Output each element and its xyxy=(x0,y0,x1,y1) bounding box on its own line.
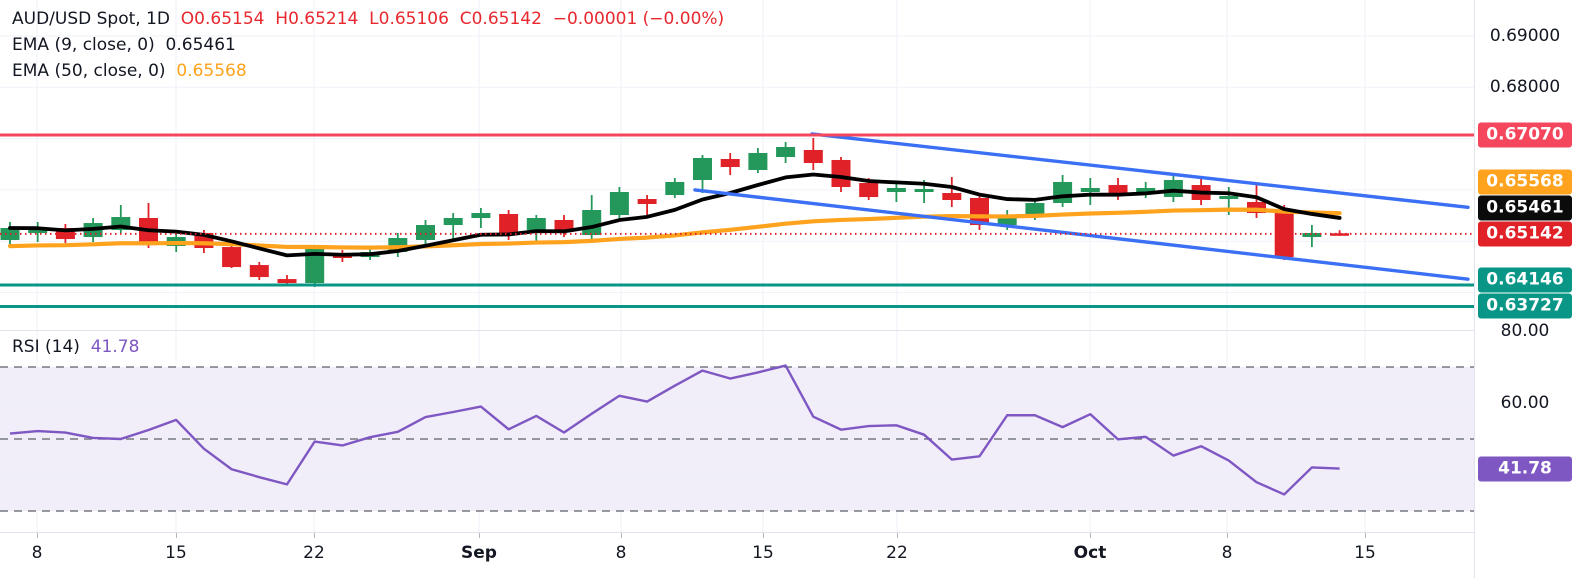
candle-body xyxy=(277,279,297,284)
rsi-axis-badge: 41.78 xyxy=(1478,456,1572,482)
candle-body xyxy=(609,191,629,216)
candle-body xyxy=(886,187,906,192)
candle-body xyxy=(1163,179,1183,198)
rsi-pane xyxy=(0,366,1490,512)
time-axis-label: 15 xyxy=(165,543,187,563)
price-axis-badge: 0.65142 xyxy=(1478,221,1572,247)
rsi-line xyxy=(9,364,1340,496)
symbol-row: AUD/USD Spot, 1D O0.65154 H0.65214 L0.65… xyxy=(12,6,724,32)
legend: AUD/USD Spot, 1D O0.65154 H0.65214 L0.65… xyxy=(12,6,724,84)
rsi-value: 41.78 xyxy=(79,337,140,357)
candle-body xyxy=(471,213,491,219)
price-axis-badge: 0.64146 xyxy=(1478,267,1572,293)
candle-body xyxy=(443,218,463,226)
price-axis-badge: 0.65568 xyxy=(1478,169,1572,195)
ohlc-readout: O0.65154 H0.65214 L0.65106 C0.65142 −0.0… xyxy=(169,9,725,29)
trendline xyxy=(810,132,1470,210)
ema9-label[interactable]: EMA (9, close, 0) xyxy=(12,35,155,55)
candle-body xyxy=(803,149,823,164)
candle-body xyxy=(720,159,740,168)
candle-body xyxy=(222,247,242,268)
candle-body xyxy=(1053,181,1073,204)
candle-body xyxy=(665,181,685,196)
time-axis-label: 8 xyxy=(31,543,43,563)
ema50-line xyxy=(7,207,1342,250)
candle-body xyxy=(499,214,519,234)
candle-body xyxy=(1330,233,1350,236)
candle-body xyxy=(416,225,435,241)
candle-body xyxy=(748,153,768,170)
symbol-title[interactable]: AUD/USD Spot, 1D xyxy=(12,9,170,29)
candle-body xyxy=(942,193,962,200)
time-axis[interactable]: 8 15 22 Sep 8 15 22 Oct 8 15 xyxy=(0,532,1574,578)
rsi-label[interactable]: RSI (14) xyxy=(12,337,80,357)
time-axis-label: 22 xyxy=(303,543,325,563)
price-axis[interactable]: 0.69000 0.68000 80.00 60.00 0.63727 0.64146 0.… xyxy=(1474,0,1574,578)
time-axis-tick xyxy=(176,533,177,538)
time-axis-label: 22 xyxy=(886,543,908,563)
time-axis-label: 15 xyxy=(1354,543,1376,563)
time-axis-tick xyxy=(314,533,315,538)
candle-body xyxy=(582,210,602,236)
candle-body xyxy=(997,217,1017,226)
candle-body xyxy=(637,199,657,204)
time-axis-label: 8 xyxy=(1221,543,1233,563)
time-axis-tick xyxy=(37,533,38,538)
candle-body xyxy=(831,159,851,188)
candle-body xyxy=(1080,187,1100,192)
time-axis-label: Sep xyxy=(461,543,497,563)
price-axis-label: 0.69000 xyxy=(1489,25,1561,46)
candle-body xyxy=(526,218,546,231)
time-axis-label: Oct xyxy=(1073,543,1107,563)
candle-body xyxy=(1274,212,1294,258)
candle-body xyxy=(914,189,934,192)
time-axis-tick xyxy=(621,533,622,538)
ema50-row: EMA (50, close, 0) 0.65568 xyxy=(12,58,724,84)
ema9-value: 0.65461 xyxy=(154,35,236,55)
candle-body xyxy=(693,157,712,180)
time-axis-tick xyxy=(1227,533,1228,538)
candle-body xyxy=(859,183,879,198)
time-axis-label: 8 xyxy=(615,543,627,563)
ema9-row: EMA (9, close, 0) 0.65461 xyxy=(12,32,724,58)
price-gridlines xyxy=(0,35,1474,293)
candle-body xyxy=(1219,195,1239,200)
candle-body xyxy=(1247,201,1266,214)
price-axis-badge: 0.63727 xyxy=(1478,293,1572,319)
rsi-axis-label: 60.00 xyxy=(1500,393,1550,413)
rsi-legend: RSI (14) 41.78 xyxy=(12,337,139,357)
time-axis-label: 15 xyxy=(752,543,774,563)
time-axis-tick xyxy=(897,533,898,538)
candle-body xyxy=(249,265,269,278)
candle-body xyxy=(1136,187,1156,194)
candle-body xyxy=(776,147,796,158)
ema50-label[interactable]: EMA (50, close, 0) xyxy=(12,61,166,81)
pane-divider[interactable] xyxy=(0,330,1574,331)
time-axis-tick xyxy=(1090,533,1091,538)
time-axis-tick xyxy=(1365,533,1366,538)
candle-body xyxy=(1025,203,1045,218)
price-axis-badge: 0.67070 xyxy=(1478,122,1572,148)
candle-body xyxy=(305,248,325,284)
ema50-value: 0.65568 xyxy=(165,61,247,81)
price-axis-label: 0.68000 xyxy=(1489,77,1561,98)
rsi-axis-label: 80.00 xyxy=(1500,321,1550,341)
ema9-line xyxy=(8,172,1342,258)
price-axis-badge: 0.65461 xyxy=(1478,195,1572,221)
candle-body xyxy=(1108,185,1128,196)
candle-body xyxy=(1302,233,1322,238)
candle-body xyxy=(28,229,48,234)
time-axis-tick xyxy=(479,533,480,538)
time-axis-tick xyxy=(763,533,764,538)
